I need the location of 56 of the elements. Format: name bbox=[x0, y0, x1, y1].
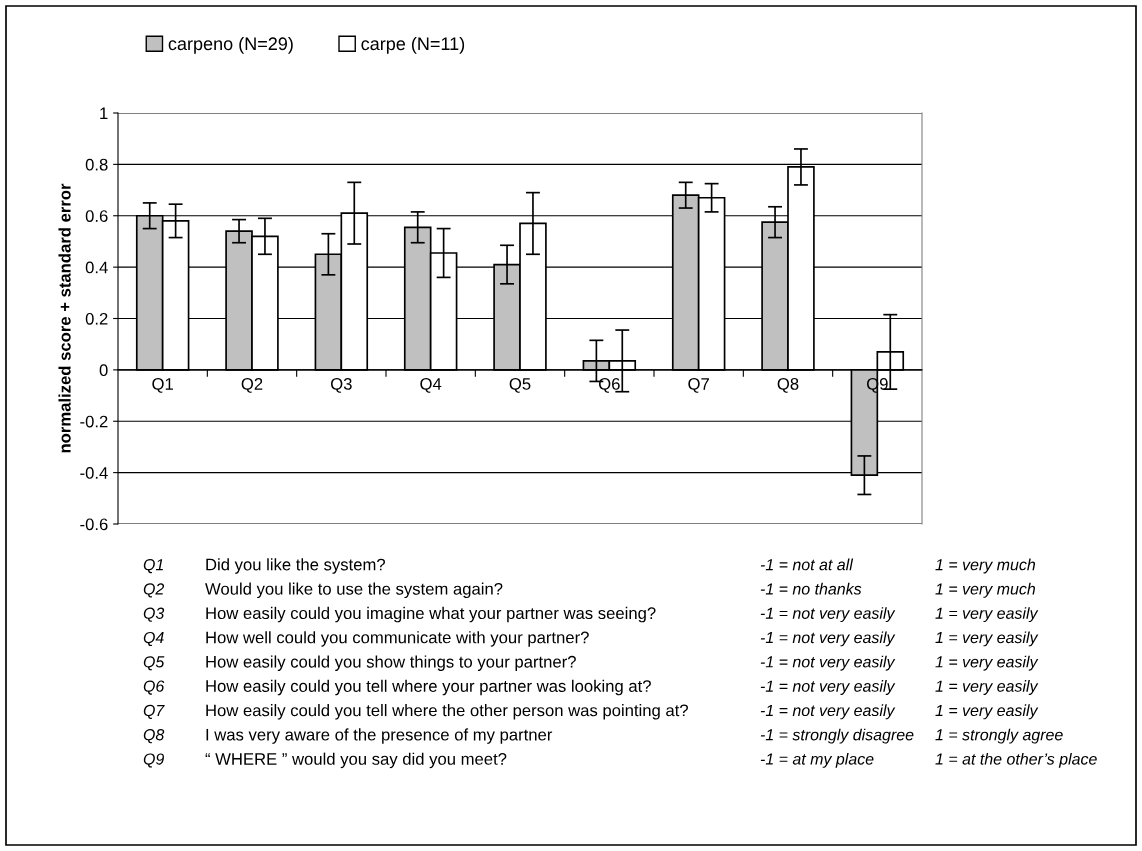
y-tick-label: 0.6 bbox=[85, 210, 108, 222]
x-tick-label: Q1 bbox=[152, 378, 173, 393]
text: Q8 bbox=[143, 729, 165, 744]
y-tick-label: -0.4 bbox=[80, 467, 108, 479]
text: Would you like to use the system again? bbox=[205, 582, 503, 599]
text: Q4 bbox=[143, 631, 164, 647]
text: 1 = at the other’s place bbox=[935, 752, 1097, 768]
text: 1 = very much bbox=[935, 558, 1036, 574]
text: 1 = very easily bbox=[935, 631, 1039, 647]
text: 1 = very easily bbox=[935, 704, 1039, 720]
text: -1 = not very easily bbox=[760, 655, 896, 671]
text: How easily could you show things to your partner? bbox=[206, 655, 576, 671]
text: -1 = at my place bbox=[760, 752, 874, 768]
text: -1 = not very easily bbox=[760, 704, 896, 720]
text: “ WHERE ” would you say did you meet? bbox=[205, 752, 507, 769]
text: -1 = not very easily bbox=[760, 607, 896, 623]
text: -1 = not at all bbox=[760, 558, 854, 571]
text: Q5 bbox=[143, 656, 165, 671]
x-tick-label: Q3 bbox=[331, 378, 352, 393]
y-tick-label: -0.6 bbox=[80, 518, 108, 531]
x-tick-label: Q5 bbox=[509, 378, 531, 393]
text: -1 = strongly disagree bbox=[760, 728, 914, 744]
text: I was very aware of the presence of my partner bbox=[206, 728, 553, 744]
y-tick-label: 0.8 bbox=[85, 158, 108, 171]
y-tick-label: 0.2 bbox=[85, 312, 108, 325]
x-tick-label: Q6 bbox=[599, 378, 620, 393]
text: Q3 bbox=[143, 607, 165, 622]
legend-label: carpeno (N=29) bbox=[168, 36, 293, 54]
text: Q9 bbox=[143, 753, 164, 768]
text: How easily could you imagine what your partner was seeing? bbox=[206, 606, 656, 623]
text: 1 = very easily bbox=[935, 607, 1039, 623]
text: How easily could you tell where the other person was pointing at? bbox=[206, 704, 688, 720]
x-tick-label: Q8 bbox=[777, 378, 799, 393]
text: Q7 bbox=[143, 704, 165, 719]
text: 1 = very easily bbox=[935, 680, 1039, 695]
x-tick-label: Q2 bbox=[241, 378, 263, 393]
text: -1 = no thanks bbox=[760, 582, 862, 595]
text: How easily could you tell where your partner was looking at? bbox=[206, 679, 651, 696]
x-tick-label: Q4 bbox=[420, 378, 442, 393]
text: 1 = strongly agree bbox=[935, 728, 1063, 744]
y-axis-title: normalized score + standard error bbox=[58, 183, 71, 453]
y-tick-label: -0.2 bbox=[80, 415, 108, 428]
x-tick-label: Q7 bbox=[688, 378, 709, 393]
text: Q2 bbox=[143, 583, 165, 598]
text: -1 = not very easily bbox=[760, 631, 896, 647]
text: Q6 bbox=[143, 680, 165, 695]
y-tick-label: 0 bbox=[99, 364, 108, 377]
text: Q1 bbox=[143, 558, 163, 574]
y-tick-label: 0.4 bbox=[85, 261, 108, 274]
text: Did you like the system? bbox=[206, 558, 386, 574]
text: -1 = not very easily bbox=[760, 680, 896, 695]
text: 1 = very easily bbox=[935, 655, 1039, 671]
y-tick-label: 1 bbox=[100, 107, 108, 120]
text: How well could you communicate with your partner? bbox=[206, 631, 589, 647]
text: 1 = very much bbox=[935, 582, 1036, 598]
legend-label: carpe (N=11) bbox=[361, 36, 465, 54]
